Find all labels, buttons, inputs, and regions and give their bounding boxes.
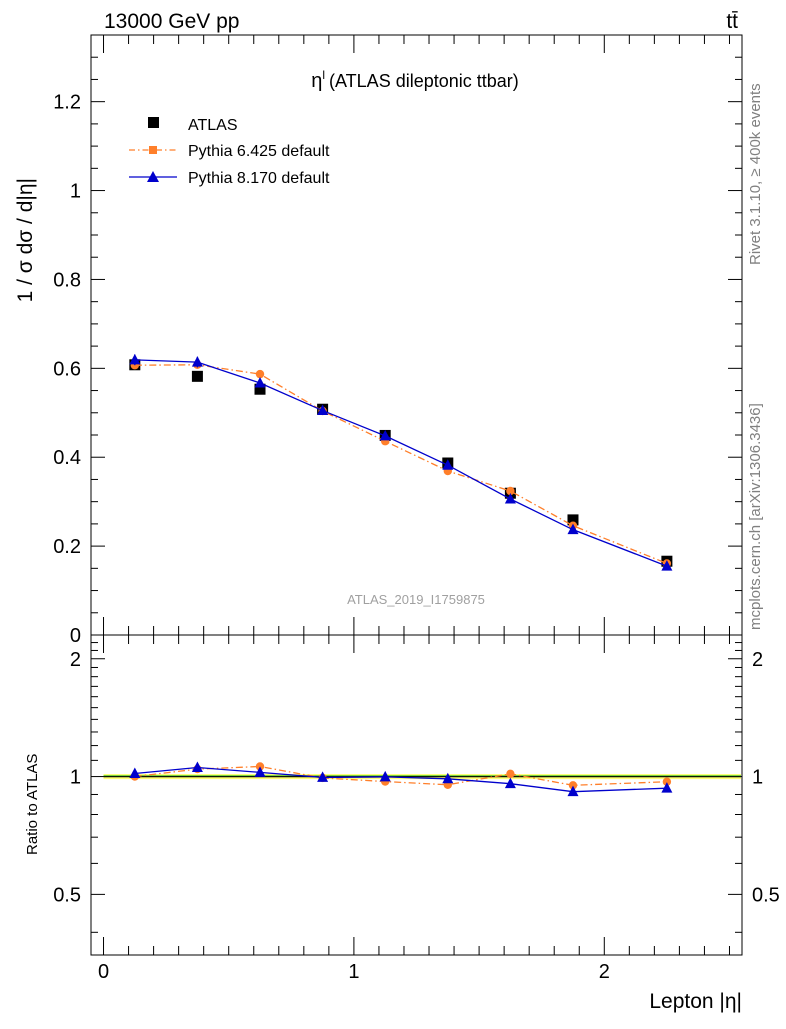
ratio-ytick-label-right: 1	[752, 767, 763, 789]
pythia8-point	[567, 523, 579, 535]
ratio-pythia8-point	[504, 777, 516, 789]
ratio-pythia8-point	[661, 782, 673, 793]
main-ytick-label: 0	[70, 625, 81, 647]
ratio-ytick-label-left: 1	[70, 767, 81, 789]
ratio-pythia8-line	[134, 766, 667, 793]
xlabel: Lepton |η|	[649, 990, 742, 1013]
main-ytick-label: 1	[70, 181, 81, 203]
ratio-pythia6-point	[568, 781, 578, 790]
ratio-pythia6-point	[662, 777, 672, 786]
main-ytick-label: 1.2	[53, 92, 81, 114]
ratio-pythia8-point	[254, 766, 266, 777]
main-title-rest: (ATLAS dileptonic ttbar)	[329, 71, 519, 91]
pythia8-point	[129, 353, 141, 365]
rivet-label: Rivet 3.1.10, ≥ 400k events	[747, 83, 764, 265]
xtick-label: 2	[599, 961, 610, 983]
pythia8-point	[504, 493, 516, 504]
energy-label: 13000 GeV pp	[104, 10, 239, 33]
pythia8-point	[191, 356, 203, 367]
main-ylabel: 1 / σ dσ / d|η|	[14, 178, 37, 302]
main-title-sup: l	[322, 68, 325, 82]
atlas-data-point	[567, 514, 579, 526]
ratio-pythia8-point	[442, 772, 454, 784]
main-ytick-label: 0.2	[53, 536, 81, 558]
main-ytick-label: 0.4	[53, 447, 81, 469]
atlas-data-point	[254, 383, 266, 395]
main-title: ηl (ATLAS dileptonic ttbar)	[311, 68, 519, 92]
legend-pythia8-marker	[147, 171, 159, 182]
process-label: tt̄	[726, 10, 738, 33]
xtick-label: 1	[348, 961, 359, 983]
pythia8-point	[661, 560, 673, 571]
mcplots-label: mcplots.cern.ch [arXiv:1306.3436]	[747, 403, 764, 630]
xtick-label: 0	[98, 961, 109, 983]
ratio-plot-frame	[90, 634, 743, 956]
legend-atlas-marker	[148, 117, 159, 128]
ratio-ytick-label-left: 0.5	[53, 884, 81, 906]
pythia6-point	[506, 486, 515, 496]
pythia8-point	[317, 404, 329, 416]
ratio-ytick-label-right: 0.5	[752, 884, 780, 906]
analysis-watermark: ATLAS_2019_I1759875	[347, 592, 485, 607]
ratio-ytick-label-left: 2	[70, 649, 81, 671]
ratio-pythia8-point	[191, 761, 203, 772]
ratio-ylabel: Ratio to ATLAS	[24, 754, 41, 855]
ratio-pythia8-point	[567, 785, 579, 797]
ratio-pythia8-point	[129, 767, 141, 779]
atlas-data-point	[191, 370, 203, 382]
ratio-pythia8-point	[379, 770, 391, 782]
pythia8-point	[442, 459, 454, 470]
legend-atlas-label: ATLAS	[188, 117, 238, 134]
main-ytick-label: 0.6	[53, 358, 81, 380]
pythia6-line	[134, 364, 668, 565]
pythia8-point	[379, 429, 391, 441]
pythia6-point	[255, 369, 265, 379]
legend-pythia8-label: Pythia 8.170 default	[188, 170, 330, 187]
ratio-pythia8-point	[317, 771, 329, 782]
pythia8-line	[134, 359, 668, 567]
main-ytick-label: 0.8	[53, 269, 81, 291]
legend: ATLAS Pythia 6.425 default Pythia 8.170 …	[129, 117, 330, 187]
ratio-pythia6-point	[506, 769, 515, 779]
legend-pythia6-label: Pythia 6.425 default	[188, 143, 330, 160]
ratio-ytick-label-right: 2	[752, 649, 763, 671]
pythia8-point	[254, 377, 266, 388]
main-title-symbol: η	[311, 70, 322, 92]
legend-pythia6-marker	[149, 146, 157, 154]
